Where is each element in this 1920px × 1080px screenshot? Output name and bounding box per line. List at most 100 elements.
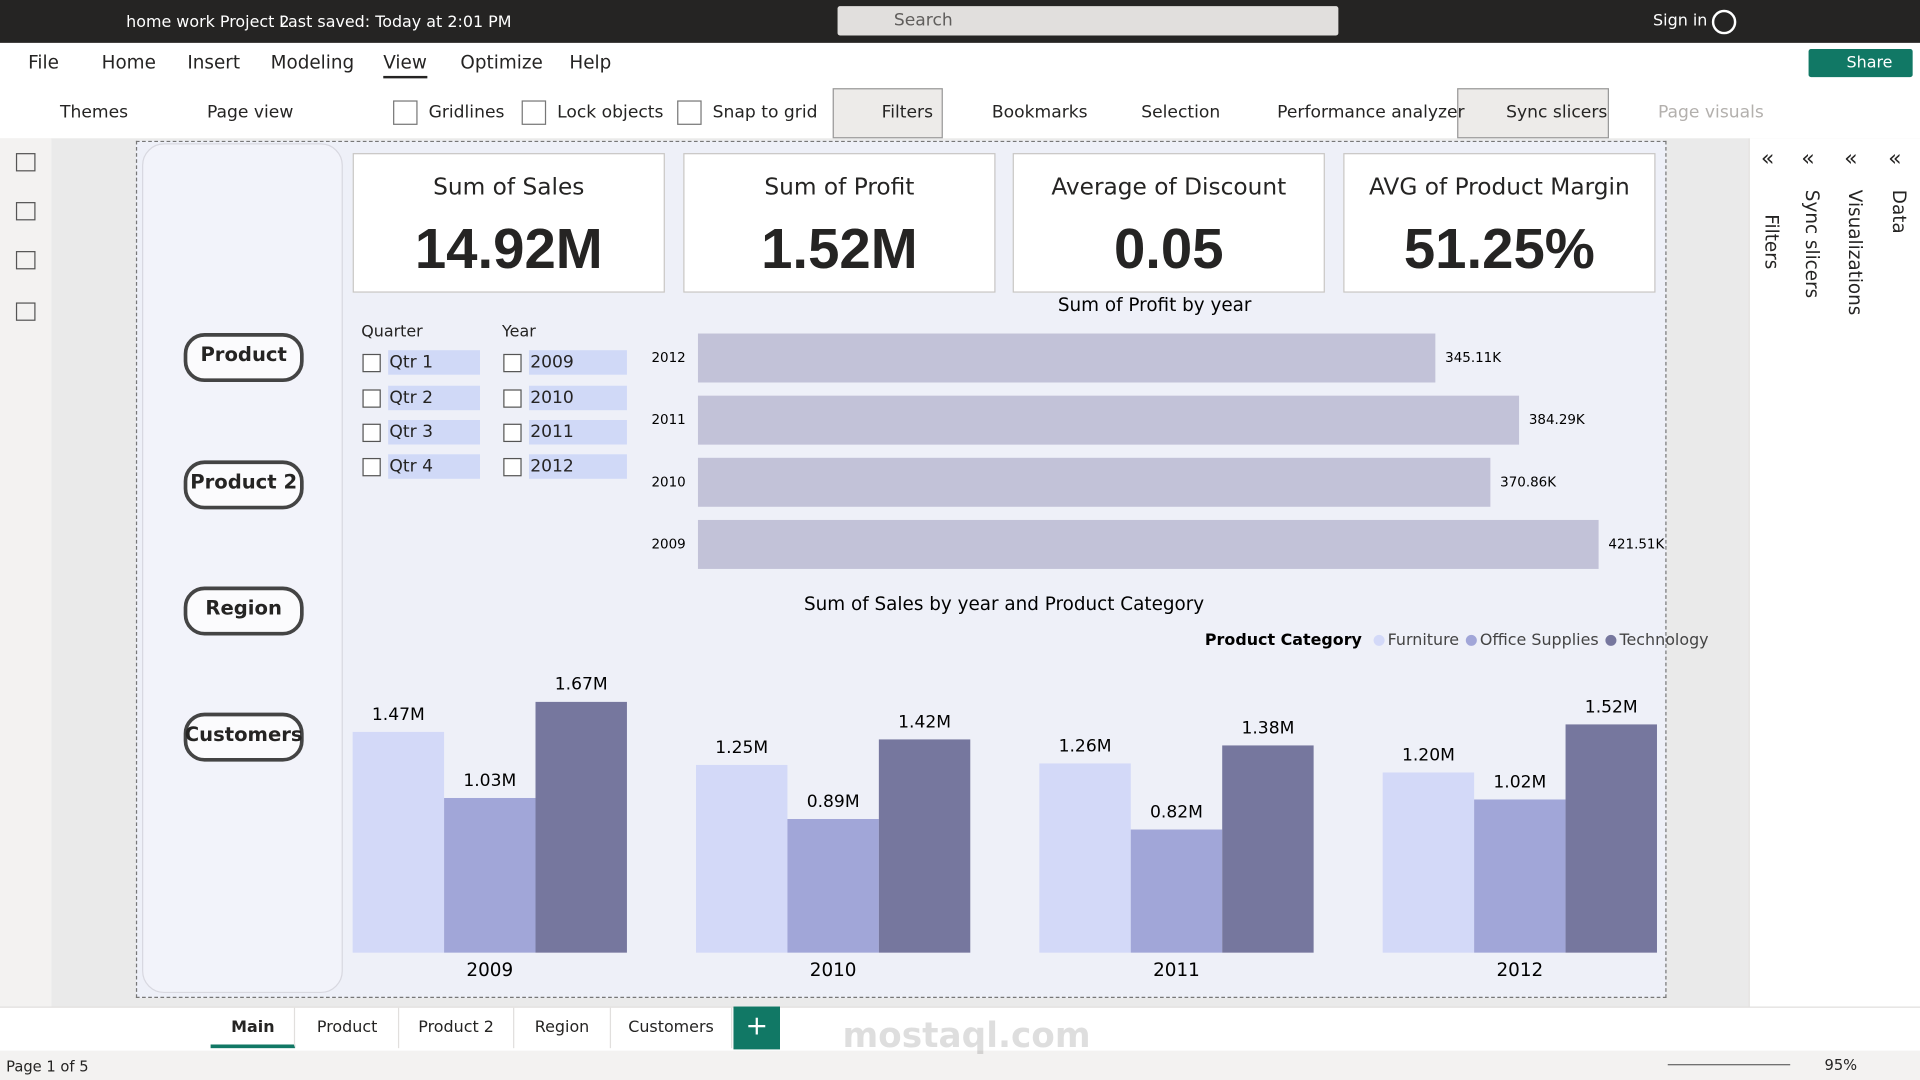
card-value: 14.92M	[414, 216, 603, 281]
filters-toggle[interactable]	[832, 88, 943, 139]
ribbon-item[interactable]: Page view	[206, 102, 294, 123]
pane-chevron[interactable]: «	[1844, 145, 1858, 172]
value-label: 1.52M	[1585, 697, 1638, 717]
menu-item[interactable]: Modeling	[270, 51, 355, 74]
slicer-item: Qtr 1	[389, 352, 434, 373]
chart-title: Sum of Profit by year	[1058, 295, 1252, 316]
zoom-slider[interactable]	[1667, 1064, 1791, 1066]
sync-slicers-toggle[interactable]	[1457, 88, 1609, 139]
value-label: 1.67M	[555, 675, 608, 695]
slicer-item-bg[interactable]	[528, 350, 627, 375]
bar	[535, 701, 627, 953]
ribbon-item[interactable]: Bookmarks	[991, 102, 1088, 123]
slicer-item-bg[interactable]	[388, 420, 480, 445]
menu-item[interactable]: Insert	[187, 51, 241, 74]
pane-chevron[interactable]: «	[1760, 145, 1775, 172]
value-label: 421.51K	[1608, 537, 1665, 552]
page-tab[interactable]	[296, 1007, 400, 1049]
nav-button-label: Region	[205, 596, 282, 620]
card-value: 0.05	[1113, 216, 1224, 281]
ribbon-item[interactable]: Lock objects	[557, 102, 664, 123]
slicer-checkbox[interactable]	[503, 389, 522, 408]
slicer-title: Year	[502, 323, 536, 342]
menu-item[interactable]: Home	[101, 51, 156, 74]
ribbon-item[interactable]: Sync slicers	[1506, 102, 1608, 123]
pane-chevron[interactable]: «	[1801, 145, 1815, 172]
value-label: 1.25M	[715, 738, 768, 758]
pane-title[interactable]: Visualizations	[1844, 189, 1867, 316]
sign-in[interactable]: Sign in	[1653, 12, 1708, 31]
nav-button[interactable]	[183, 333, 304, 383]
share-label: Share	[1846, 53, 1893, 73]
nav-button[interactable]	[183, 586, 304, 636]
add-page[interactable]: +	[733, 1006, 780, 1050]
search-placeholder: Search	[893, 11, 953, 31]
bar	[696, 764, 788, 953]
ribbon-item[interactable]: Snap to grid	[712, 102, 818, 123]
slicer-item-bg[interactable]	[388, 385, 480, 411]
search-box[interactable]	[837, 6, 1339, 36]
menu-item[interactable]: Help	[569, 51, 612, 74]
bar	[1565, 724, 1657, 953]
checkbox[interactable]	[677, 100, 702, 125]
ribbon-item[interactable]: Gridlines	[428, 102, 505, 123]
pane-title[interactable]: Filters	[1760, 214, 1783, 270]
slicer-checkbox[interactable]	[362, 389, 381, 408]
checkbox[interactable]	[521, 100, 547, 125]
slicer-checkbox[interactable]	[362, 457, 381, 477]
slicer-checkbox[interactable]	[503, 423, 522, 443]
slicer-item-bg[interactable]	[528, 385, 627, 411]
slicer-checkbox[interactable]	[503, 353, 522, 373]
value-label: 1.38M	[1241, 718, 1294, 738]
slicer-checkbox[interactable]	[503, 457, 522, 477]
slicer-item-bg[interactable]	[528, 420, 627, 445]
slicer-checkbox[interactable]	[362, 423, 381, 443]
card	[1343, 153, 1656, 293]
pane-title[interactable]: Sync slicers	[1801, 189, 1824, 299]
slicer-checkbox[interactable]	[362, 353, 381, 373]
slicer-item: 2010	[530, 388, 574, 408]
zoom-level: 95%	[1824, 1056, 1858, 1074]
slicer-item-bg[interactable]	[388, 454, 480, 479]
menu-item[interactable]: Optimize	[460, 51, 543, 74]
card-value: 1.52M	[761, 216, 918, 281]
share-button[interactable]	[1808, 48, 1913, 78]
pane-title[interactable]: Data	[1888, 189, 1911, 234]
bar	[1039, 763, 1131, 953]
ribbon-item[interactable]: Page visuals	[1657, 102, 1764, 123]
watermark: mostaql.com	[842, 1015, 1091, 1056]
menu-item[interactable]: File	[28, 51, 59, 74]
value-label: 1.42M	[898, 712, 951, 732]
ribbon-item[interactable]: Filters	[881, 102, 934, 123]
slicer-title: Quarter	[361, 323, 423, 342]
slicer-item: Qtr 3	[389, 422, 434, 443]
card	[352, 153, 665, 293]
slicer-item-bg[interactable]	[528, 454, 627, 479]
legend-label: Office Supplies	[1480, 630, 1599, 649]
slicer-item-bg[interactable]	[388, 350, 480, 375]
nav-button[interactable]	[183, 460, 304, 510]
bar	[697, 519, 1599, 569]
rail-icon[interactable]	[15, 302, 36, 321]
menu-item[interactable]: View	[383, 53, 427, 79]
rail-icon[interactable]	[15, 251, 36, 270]
bar	[352, 731, 445, 953]
value-label: 0.82M	[1150, 802, 1203, 822]
page-tab[interactable]	[514, 1007, 612, 1049]
checkbox[interactable]	[393, 100, 418, 125]
ribbon-item[interactable]: Selection	[1141, 102, 1221, 123]
x-tick-label: 2012	[1496, 960, 1543, 981]
ribbon-item[interactable]: Performance analyzer	[1277, 102, 1465, 123]
legend-label: Technology	[1618, 630, 1708, 649]
page-tab[interactable]	[210, 1007, 296, 1049]
pane-chevron[interactable]: «	[1888, 145, 1902, 172]
nav-button[interactable]	[183, 712, 304, 762]
page-tab[interactable]	[611, 1007, 733, 1049]
ribbon-item[interactable]: Themes	[60, 102, 129, 123]
value-label: 1.20M	[1402, 745, 1455, 765]
left-rail	[0, 138, 52, 1007]
rail-icon[interactable]	[15, 202, 36, 221]
page-tab[interactable]	[399, 1007, 515, 1049]
rail-icon[interactable]	[15, 153, 36, 172]
